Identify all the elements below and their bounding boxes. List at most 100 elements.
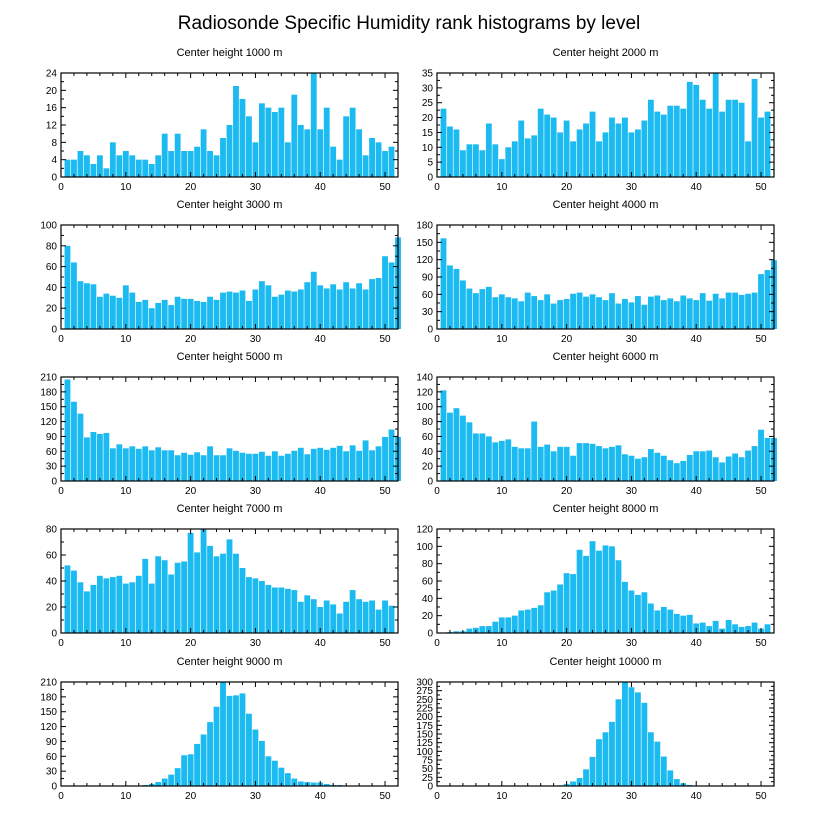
bar (738, 102, 745, 177)
y-tick-label: 200 (416, 712, 433, 723)
bar (239, 693, 246, 786)
bar (90, 431, 97, 481)
bar (654, 452, 661, 481)
bar (148, 308, 155, 329)
panel-title: Center height 7000 m (177, 503, 283, 515)
bar (116, 575, 123, 633)
bar (84, 155, 90, 177)
bar (745, 626, 751, 633)
y-tick-label: 80 (46, 241, 58, 252)
bar (71, 570, 77, 633)
bar (609, 721, 615, 786)
bar (576, 292, 583, 329)
bar (382, 436, 388, 481)
bar (563, 573, 570, 633)
bar (738, 294, 745, 329)
bar (90, 284, 97, 329)
figure-title: Radiosonde Specific Humidity rank histog… (178, 13, 641, 34)
bar (284, 773, 291, 786)
bar (161, 450, 168, 481)
bar (550, 303, 557, 329)
bar (168, 305, 175, 329)
bar (596, 446, 602, 481)
bar (544, 592, 551, 633)
bar (667, 105, 674, 177)
y-tick-label: 80 (422, 559, 434, 570)
x-tick-label: 20 (561, 486, 573, 497)
x-tick-label: 50 (755, 791, 767, 802)
bar (297, 289, 304, 329)
bar (609, 117, 615, 177)
bar (330, 604, 337, 633)
bar (479, 150, 486, 177)
histogram-panel-1: Center height 1000 m 0 4 8 12 16 20 24 0 10 20 30 40… (46, 47, 399, 193)
bar (550, 590, 557, 633)
bar (557, 584, 564, 633)
x-tick-label: 10 (120, 791, 132, 802)
bar (284, 588, 291, 633)
bar (174, 768, 181, 786)
bar (64, 379, 71, 481)
y-tick-label: 210 (40, 678, 57, 689)
bar (647, 449, 654, 481)
bar (304, 454, 311, 481)
y-tick-label: 100 (40, 221, 57, 232)
bar (388, 605, 395, 633)
bar (609, 293, 615, 329)
bar (440, 108, 447, 177)
bar (537, 605, 544, 633)
bar (680, 615, 687, 633)
bar (725, 620, 732, 633)
x-tick-label: 40 (691, 182, 703, 193)
bar (161, 133, 168, 177)
y-tick-label: 120 (416, 387, 433, 398)
y-tick-label: 75 (422, 756, 434, 767)
y-tick-label: 20 (422, 462, 434, 473)
bar (686, 455, 693, 481)
bar (207, 446, 213, 481)
bar (654, 610, 661, 633)
bar (485, 626, 492, 633)
y-tick-label: 25 (422, 773, 434, 784)
panel-title: Center height 9000 m (177, 656, 283, 668)
panel-title: Center height 10000 m (550, 656, 662, 668)
bar (64, 245, 71, 329)
y-tick-label: 150 (416, 730, 433, 741)
y-tick-label: 0 (51, 173, 57, 184)
x-tick-label: 10 (496, 334, 508, 345)
bar (135, 448, 142, 481)
bar (686, 298, 693, 329)
x-tick-label: 20 (185, 791, 197, 802)
bar (207, 151, 213, 177)
bar (576, 549, 583, 633)
bar (583, 443, 589, 481)
bar (168, 774, 175, 786)
bar (738, 457, 745, 481)
bar (382, 256, 388, 329)
bar (71, 159, 77, 177)
bar (524, 292, 531, 329)
bar (148, 164, 155, 177)
bar (336, 289, 343, 329)
bar (161, 299, 168, 329)
bar (213, 706, 220, 786)
bar (142, 299, 149, 329)
bar (194, 146, 201, 177)
bar (181, 298, 188, 329)
bar (271, 760, 278, 786)
y-tick-label: 180 (40, 387, 57, 398)
bar (764, 270, 771, 329)
bar (460, 150, 466, 177)
bar (239, 568, 246, 633)
x-tick-label: 20 (561, 182, 573, 193)
bar (109, 295, 116, 329)
bar (485, 286, 492, 329)
bar (764, 111, 771, 177)
bar (537, 300, 544, 329)
bar (609, 546, 615, 633)
panel-title: Center height 4000 m (553, 199, 659, 211)
bar (524, 448, 531, 481)
bar (673, 463, 680, 481)
bar (135, 301, 142, 329)
bar (181, 755, 188, 786)
